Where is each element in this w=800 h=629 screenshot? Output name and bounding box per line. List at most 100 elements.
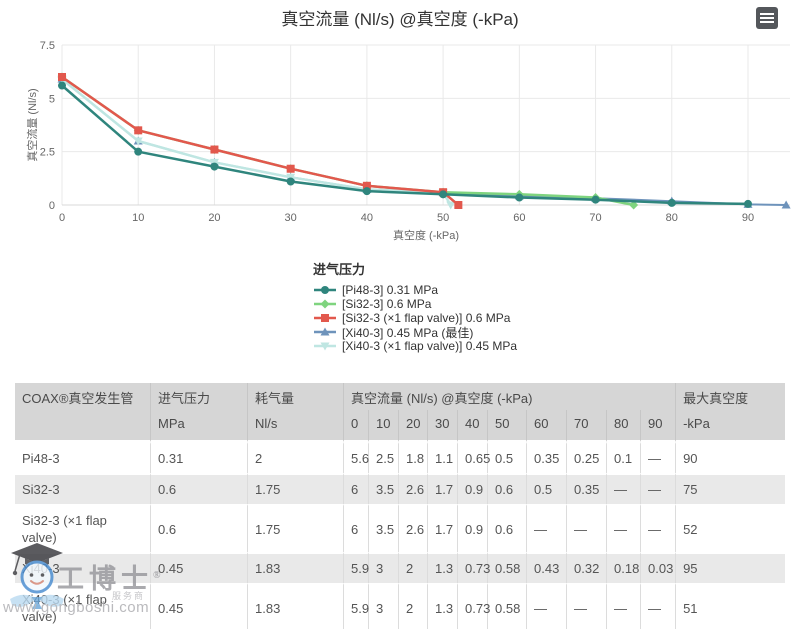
column-subheader: 70 (567, 410, 607, 442)
chart-title: 真空流量 (Nl/s) @真空度 (-kPa) (281, 10, 519, 29)
column-header: 最大真空度 (676, 383, 786, 410)
svg-text:70: 70 (589, 212, 601, 224)
value-cell: 0.58 (488, 583, 527, 629)
value-cell: 0.31 (151, 442, 248, 473)
value-cell: — (641, 473, 677, 504)
value-cell: 2 (399, 583, 428, 629)
column-subheader: 60 (527, 410, 567, 442)
value-cell: — (641, 583, 677, 629)
y-axis-tick-labels: 0 2.5 5 7.5 (40, 40, 55, 212)
value-cell: 5.9 (344, 583, 369, 629)
value-cell: 1.8 (399, 442, 428, 473)
value-cell: — (527, 504, 567, 552)
column-header: COAX®真空发生管 (15, 383, 151, 410)
column-subheader: 0 (344, 410, 369, 442)
svg-text:40: 40 (361, 212, 373, 224)
value-cell: 90 (676, 442, 786, 473)
x-axis-title: 真空度 (-kPa) (393, 228, 459, 242)
series-si32-3-flap (58, 73, 463, 209)
column-subheader: 80 (607, 410, 641, 442)
table-row: Si32-3 0.6 1.75 6 3.5 2.6 1.7 0.9 0.6 0.5 0.35— —75 (15, 473, 786, 504)
svg-text:30: 30 (285, 212, 297, 224)
value-cell: 0.35 (527, 442, 567, 473)
value-cell: 0.73 (458, 583, 490, 629)
value-cell: 3 (369, 552, 399, 583)
spec-table: COAX®真空发生管 进气压力 耗气量 真空流量 (Nl/s) @真空度 (-kPa)… (15, 383, 786, 629)
svg-text:0: 0 (59, 212, 65, 224)
svg-text:7.5: 7.5 (40, 40, 55, 52)
legend-label: [Si32-3 (×1 flap valve)] 0.6 MPa (342, 311, 511, 325)
value-cell: — (607, 583, 641, 629)
legend-item-si32-3-flap[interactable]: [Si32-3 (×1 flap valve)] 0.6 MPa (313, 311, 517, 325)
legend-label: [Si32-3] 0.6 MPa (342, 297, 432, 311)
legend-title: 进气压力 (313, 262, 366, 277)
column-subheader: Nl/s (248, 410, 344, 442)
value-cell: — (607, 473, 641, 504)
value-cell: 0.9 (458, 504, 488, 552)
svg-text:60: 60 (513, 212, 525, 224)
hamburger-bar (760, 17, 774, 19)
value-cell: 51 (676, 583, 786, 629)
value-cell: 2 (248, 442, 344, 473)
series-pi48-3 (58, 81, 752, 208)
triangle-down-marker-icon (314, 342, 336, 351)
legend-label: [Pi48-3] 0.31 MPa (342, 283, 439, 297)
legend-item-xi40-3[interactable]: [Xi40-3] 0.45 MPa (最佳) (313, 325, 517, 340)
value-cell: 2.6 (399, 504, 428, 552)
value-cell: 0.03 (641, 552, 677, 583)
svg-text:20: 20 (208, 212, 220, 224)
table-row: Pi48-3 0.31 2 5.6 2.5 1.8 1.1 0.65 0.5 0.35 0.25 0.… (15, 442, 786, 473)
chart-gridlines (61, 44, 790, 206)
column-subheader: 20 (399, 410, 428, 442)
table-row: Xi40-3 0.45 1.83 5.9 3 2 1.3 0.73 0.58 0.43 0.32 0.… (15, 552, 786, 583)
flow-vs-vacuum-line-chart: 0 10 20 30 40 50 60 70 80 90 0 2.5 5 7.5 真空度 (-kPa) 真空流… (25, 40, 791, 242)
svg-text:80: 80 (666, 212, 678, 224)
model-cell: Si32-3 (×1 flap valve) (15, 504, 151, 552)
model-cell: Si32-3 (15, 473, 151, 504)
legend-label: [Xi40-3] 0.45 MPa (最佳) (342, 325, 474, 340)
value-cell: — (607, 504, 641, 552)
x-axis-tick-labels: 0 10 20 30 40 50 60 70 80 90 (59, 212, 754, 224)
model-cell: Xi40-3 (15, 552, 151, 583)
value-cell: 1.75 (248, 473, 344, 504)
table-row: Xi40-3 (×1 flap valve) 0.45 1.83 5.9 3 2 1.3 0.… (15, 583, 786, 629)
value-cell: 0.43 (527, 552, 567, 583)
value-cell: 5.6 (344, 442, 369, 473)
value-cell: 3.5 (369, 473, 399, 504)
value-cell: — (567, 504, 607, 552)
value-cell: 5.9 (344, 552, 369, 583)
legend-label: [Xi40-3 (×1 flap valve)] 0.45 MPa (342, 339, 518, 353)
value-cell: — (641, 504, 677, 552)
triangle-marker-icon (314, 327, 336, 336)
column-subheader: MPa (151, 410, 248, 442)
svg-text:2.5: 2.5 (40, 147, 55, 159)
column-header: 进气压力 (151, 383, 248, 410)
value-cell: 0.45 (151, 583, 248, 629)
value-cell: 0.6 (151, 473, 248, 504)
value-cell: 1.7 (428, 504, 458, 552)
hamburger-menu-icon[interactable] (756, 7, 778, 29)
value-cell: 95 (676, 552, 786, 583)
column-subheader: 40 (458, 410, 488, 442)
value-cell: 52 (676, 504, 786, 552)
table-header-row: COAX®真空发生管 进气压力 耗气量 真空流量 (Nl/s) @真空度 (-kPa)… (15, 383, 786, 410)
table-subheader-row: MPa Nl/s 0 10 20 30 40 50 60 70 80 90 -kPa (15, 410, 786, 442)
value-cell: 1.75 (248, 504, 344, 552)
value-cell: 3 (369, 583, 399, 629)
svg-text:5: 5 (49, 93, 55, 105)
column-subheader: -kPa (676, 410, 786, 442)
legend-item-si32-3[interactable]: [Si32-3] 0.6 MPa (313, 297, 517, 311)
hamburger-bar (760, 13, 774, 15)
value-cell: 1.3 (428, 552, 458, 583)
value-cell: 0.6 (488, 504, 527, 552)
chart-legend: 进气压力 [Pi48-3] 0.31 MPa [Si32-3] 0.6 MPa [S… (313, 262, 517, 353)
value-cell: 1.83 (248, 552, 344, 583)
legend-item-xi40-3-flap[interactable]: [Xi40-3 (×1 flap valve)] 0.45 MPa (313, 339, 517, 353)
column-header: 真空流量 (Nl/s) @真空度 (-kPa) (344, 383, 677, 410)
legend-item-pi48-3[interactable]: [Pi48-3] 0.31 MPa (313, 283, 517, 297)
value-cell: 0.73 (458, 552, 490, 583)
value-cell: 3.5 (369, 504, 399, 552)
value-cell: 0.32 (567, 552, 607, 583)
svg-text:0: 0 (49, 200, 55, 212)
